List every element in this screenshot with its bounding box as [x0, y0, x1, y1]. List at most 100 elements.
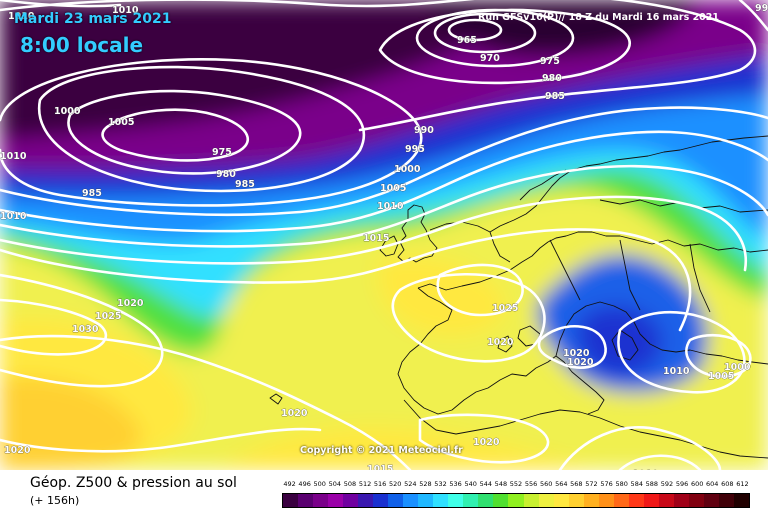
isobar-value-label: 1010	[0, 211, 27, 222]
legend-swatch	[388, 494, 404, 507]
legend-tick-label: 600	[690, 480, 704, 488]
legend-tick-label: 572	[585, 480, 598, 488]
legend-tick-label: 528	[419, 480, 432, 488]
isobar-value-label: 985	[545, 91, 565, 102]
legend-swatch	[358, 494, 374, 507]
forecast-time: 8:00 locale	[20, 33, 144, 57]
legend-tick-label: 568	[570, 480, 583, 488]
legend-swatch	[568, 494, 584, 507]
isobar-value-label: 1020	[4, 445, 31, 456]
legend-tick-label: 548	[494, 480, 508, 488]
legend-tick-label: 508	[343, 480, 357, 488]
isobar-value-label: 975	[212, 147, 232, 158]
color-scale-legend: 492 496 500 504 508 512 516 520 524 528 532 536 540 5…	[282, 480, 750, 508]
legend-tick-label: 540	[464, 480, 477, 488]
legend-tick-label: 612	[736, 480, 749, 488]
legend-tick-label: 500	[313, 480, 326, 488]
isobar-value-label: 1000	[724, 362, 751, 373]
isobar-value-label: 1020	[117, 298, 144, 309]
legend-swatch	[643, 494, 659, 507]
isobar-value-label: 1000	[394, 164, 421, 175]
legend-color-bar	[282, 493, 750, 508]
isobar-value-label: 970	[480, 53, 500, 64]
isobar-value-label: 1010	[112, 5, 139, 16]
legend-swatch	[523, 494, 539, 507]
isobar-value-label: 985	[235, 179, 255, 190]
legend-swatch	[298, 494, 314, 507]
legend-swatch	[718, 494, 734, 507]
isobar-value-label: 1005	[108, 117, 134, 128]
legend-swatch	[703, 494, 719, 507]
legend-swatch	[628, 494, 644, 507]
isobar-value-label: 990	[755, 3, 768, 14]
legend-swatch	[418, 494, 434, 507]
legend-tick-label: 580	[615, 480, 628, 488]
isobar-value-label: 1020	[281, 408, 308, 419]
isobar-value-label: 1010	[632, 469, 659, 470]
isobar-value-label: 990	[414, 125, 434, 136]
legend-swatch	[328, 494, 344, 507]
isobar-value-label: 975	[540, 56, 560, 67]
isobar-value-label: 1010	[377, 201, 404, 212]
map-footer: Géop. Z500 & pression au sol (+ 156h) 49…	[0, 470, 768, 512]
legend-swatch	[658, 494, 674, 507]
isobar-value-label: 965	[457, 35, 477, 46]
legend-swatch	[553, 494, 569, 507]
legend-swatch	[673, 494, 689, 507]
legend-tick-label: 560	[539, 480, 553, 488]
legend-tick-label: 496	[298, 480, 311, 488]
isobar-value-label: 985	[82, 188, 102, 199]
isobar-value-label: 1000	[54, 106, 81, 117]
copyright-notice: Copyright © 2021 Meteociel.fr	[300, 445, 463, 456]
forecast-date: Mardi 23 mars 2021	[14, 11, 172, 27]
legend-swatch	[373, 494, 389, 507]
legend-swatch	[283, 494, 299, 507]
isobar-value-label: 1005	[380, 183, 406, 194]
isobar-value-label: 980	[542, 73, 562, 84]
legend-swatch	[403, 494, 419, 507]
legend-swatch	[493, 494, 509, 507]
legend-tick-label: 516	[373, 480, 387, 488]
isobar-value-label: 1010	[8, 11, 35, 22]
legend-tick-label: 556	[524, 480, 538, 488]
forecast-lead-time: (+ 156h)	[30, 494, 80, 507]
isobar-value-label: 1020	[567, 357, 594, 368]
legend-tick-label: 524	[404, 480, 417, 488]
isobar-value-label: 1010	[663, 366, 690, 377]
isobar-value-label: 1015	[367, 464, 393, 470]
legend-swatch	[433, 494, 449, 507]
legend-tick-labels: 492 496 500 504 508 512 516 520 524 528 532 536 540 5…	[282, 480, 750, 490]
legend-tick-label: 552	[509, 480, 523, 488]
legend-tick-label: 564	[555, 480, 568, 488]
isobar-value-label: 1005	[708, 371, 734, 382]
legend-swatch	[343, 494, 359, 507]
legend-swatch	[448, 494, 464, 507]
isobar-value-label: 1010	[0, 151, 27, 162]
isobar-layer	[0, 0, 768, 470]
legend-swatch	[583, 494, 599, 507]
legend-tick-label: 584	[630, 480, 643, 488]
legend-swatch	[598, 494, 614, 507]
legend-tick-label: 596	[675, 480, 689, 488]
legend-swatch	[613, 494, 629, 507]
legend-swatch	[733, 494, 749, 507]
legend-tick-label: 492	[283, 480, 296, 488]
legend-swatch	[313, 494, 329, 507]
legend-tick-label: 532	[434, 480, 447, 488]
legend-tick-label: 576	[600, 480, 613, 488]
legend-tick-label: 588	[645, 480, 659, 488]
legend-swatch	[688, 494, 704, 507]
isobar-value-label: 1020	[487, 337, 514, 348]
isobar-value-label: 980	[216, 169, 236, 180]
legend-tick-label: 504	[328, 480, 342, 488]
legend-tick-label: 512	[358, 480, 372, 488]
legend-swatch	[538, 494, 554, 507]
legend-tick-label: 604	[706, 480, 719, 488]
legend-tick-label: 536	[449, 480, 462, 488]
legend-swatch	[508, 494, 524, 507]
isobar-value-label: 1020	[563, 348, 590, 359]
legend-tick-label: 608	[721, 480, 734, 488]
